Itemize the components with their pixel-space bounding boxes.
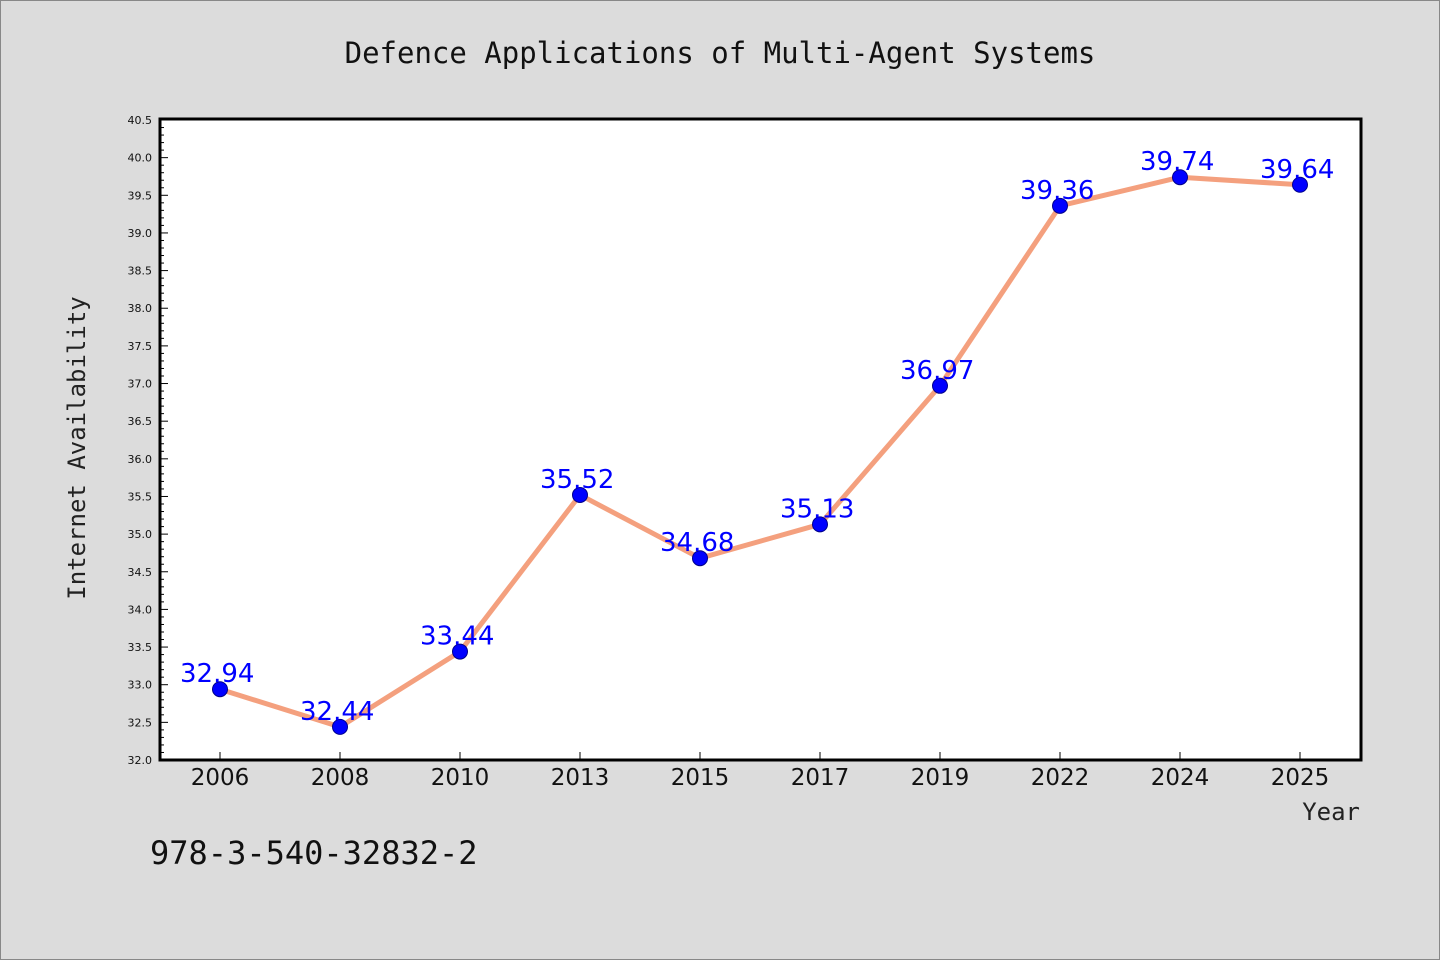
data-label: 39.64 — [1260, 155, 1334, 185]
x-tick-label: 2013 — [551, 765, 610, 791]
y-tick-label: 35.5 — [128, 490, 153, 503]
data-label: 33.44 — [420, 622, 494, 652]
x-tick-label: 2025 — [1271, 765, 1330, 791]
data-label: 35.52 — [540, 465, 614, 495]
x-tick-label: 2008 — [311, 765, 370, 791]
x-tick-label: 2019 — [911, 765, 970, 791]
y-tick-label: 38.5 — [128, 265, 153, 278]
x-tick-label: 2010 — [431, 765, 490, 791]
series-line — [219, 174, 1301, 730]
data-point-marker — [1172, 169, 1188, 186]
plot-area — [158, 117, 1363, 762]
data-label: 34.68 — [660, 528, 734, 558]
data-point-marker — [812, 516, 828, 533]
data-point-marker — [692, 550, 708, 567]
y-axis-label: Internet Availability — [63, 296, 91, 599]
footnote-isbn: 978-3-540-32832-2 — [150, 834, 478, 872]
data-label: 32.44 — [300, 697, 374, 727]
data-point-marker — [572, 486, 588, 503]
y-tick-label: 39.0 — [128, 227, 153, 240]
series-markers — [212, 169, 1308, 735]
y-tick-label: 36.5 — [128, 415, 153, 428]
y-tick-label: 33.0 — [128, 679, 153, 692]
data-label: 35.13 — [780, 494, 854, 524]
y-tick-label: 32.0 — [128, 754, 153, 767]
x-tick-label: 2017 — [791, 765, 850, 791]
x-tick-label: 2024 — [1151, 765, 1210, 791]
y-tick-label: 40.0 — [128, 152, 153, 165]
data-point-marker — [332, 718, 348, 735]
y-tick-label: 34.0 — [128, 603, 153, 616]
data-point-marker — [932, 377, 948, 394]
data-point-marker — [212, 681, 228, 698]
chart-title: Defence Applications of Multi-Agent Syst… — [345, 36, 1096, 70]
x-tick-label: 2015 — [671, 765, 730, 791]
y-axis: 32.0 32.5 33.0 33.5 34.0 34.5 35.0 35.5 36.0 36.5… — [128, 114, 168, 767]
data-label: 36.97 — [900, 356, 974, 386]
y-tick-label: 33.5 — [128, 641, 153, 654]
x-tick-label: 2006 — [191, 765, 250, 791]
data-label: 32.94 — [180, 659, 254, 689]
y-tick-label: 36.0 — [128, 453, 153, 466]
y-tick-label: 37.5 — [128, 340, 153, 353]
y-tick-label: 37.0 — [128, 378, 153, 391]
x-axis-label: Year — [1302, 798, 1360, 826]
x-axis: 2006 2008 2010 2013 2015 2017 2019 2022 2024 2025 — [191, 752, 1330, 791]
data-point-marker — [1292, 176, 1308, 193]
y-tick-label: 38.0 — [128, 302, 153, 315]
x-tick-label: 2022 — [1031, 765, 1090, 791]
data-point-marker — [452, 643, 468, 660]
data-label: 39.74 — [1140, 147, 1214, 177]
y-tick-label: 32.5 — [128, 716, 153, 729]
data-label: 39.36 — [1020, 176, 1094, 206]
y-tick-label: 35.0 — [128, 528, 153, 541]
data-point-marker — [1052, 197, 1068, 214]
y-tick-label: 39.5 — [128, 189, 153, 202]
data-labels: 32.94 32.44 33.44 35.52 34.68 35.13 36.97 39.36… — [180, 147, 1334, 727]
y-tick-label: 40.5 — [128, 114, 153, 127]
y-tick-label: 34.5 — [128, 566, 153, 579]
